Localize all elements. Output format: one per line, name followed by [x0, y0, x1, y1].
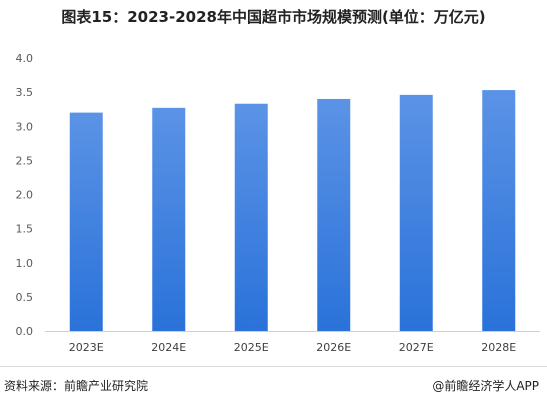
credit-note: @前瞻经济学人APP: [432, 379, 539, 393]
x-tick-label: 2023E: [69, 341, 104, 354]
x-tick-label: 2025E: [234, 341, 269, 354]
y-axis: 0.0 0.5 1.0 1.5 2.0 2.5 3.0 3.5 4.0: [16, 52, 34, 338]
x-axis: 2023E 2024E 2025E 2026E 2027E 2028E: [69, 341, 516, 354]
y-tick-label: 2.0: [16, 189, 34, 202]
chart-title: 图表15：2023-2028年中国超市市场规模预测(单位：万亿元): [61, 8, 486, 26]
y-tick-label: 1.5: [16, 223, 34, 236]
bar-2025E: [234, 103, 268, 331]
bar-2023E: [69, 112, 103, 331]
x-tick-label: 2024E: [151, 341, 186, 354]
footer-divider: [0, 366, 547, 367]
bars: [69, 90, 516, 331]
y-tick-label: 1.0: [16, 257, 34, 270]
bar-2028E: [482, 90, 516, 331]
bar-2024E: [152, 107, 186, 331]
y-tick-label: 0.0: [16, 325, 34, 338]
bar-2026E: [317, 98, 351, 331]
y-tick-label: 2.5: [16, 154, 34, 167]
y-tick-label: 3.0: [16, 120, 34, 133]
y-tick-label: 0.5: [16, 291, 34, 304]
x-tick-label: 2027E: [399, 341, 434, 354]
bar-2027E: [399, 94, 433, 331]
y-tick-label: 3.5: [16, 86, 34, 99]
y-tick-label: 4.0: [16, 52, 34, 65]
x-tick-label: 2026E: [316, 341, 351, 354]
source-note: 资料来源：前瞻产业研究院: [4, 379, 149, 393]
x-tick-label: 2028E: [481, 341, 516, 354]
